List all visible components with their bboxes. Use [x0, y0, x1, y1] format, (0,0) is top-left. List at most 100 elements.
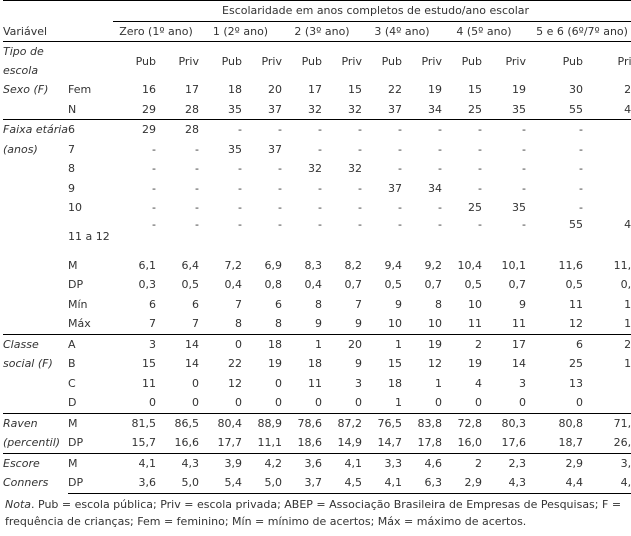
- table-cell: 16: [142, 83, 156, 97]
- table-cell: 37: [268, 102, 282, 116]
- table-cell: 14: [512, 357, 526, 371]
- table-cell: 18: [242, 333, 282, 354]
- table-cell: 18: [228, 83, 242, 97]
- school-type-cell: Priv: [505, 54, 526, 68]
- table-cell: 34: [428, 181, 442, 195]
- table-cell: 5,0: [242, 473, 282, 494]
- table-cell: 4,4: [526, 473, 583, 494]
- table-cell: 0: [583, 393, 631, 413]
- table-cell: -: [195, 217, 199, 231]
- table-cell: 35: [512, 102, 526, 116]
- table-cell: 4,6: [402, 452, 442, 473]
- table-cell: 9: [355, 317, 362, 331]
- table-cell: -: [579, 201, 583, 215]
- table-cell: 7,2: [224, 258, 243, 272]
- table-cell: 19: [512, 83, 526, 97]
- school-type-cell: Pub: [221, 54, 242, 68]
- table-cell: -: [238, 217, 242, 231]
- table-cell: -: [583, 159, 631, 179]
- row-sublabel: B: [68, 357, 76, 371]
- table-cell: 0,7: [424, 278, 443, 292]
- table-row: Classe social (F)A314018120119217623: [3, 333, 631, 413]
- table-cell: 9,4: [384, 258, 403, 272]
- table-cell: 11: [569, 297, 583, 311]
- table-cell: -: [278, 201, 282, 215]
- table-cell: -: [579, 142, 583, 156]
- school-type-cell: Priv: [421, 54, 442, 68]
- table-cell: 35: [228, 142, 242, 156]
- table-row: N 29 28 35 37 32 32 37 34 25 35 55 40: [3, 100, 631, 120]
- table-row: DP 15,7 16,6 17,7 11,1 18,6 14,9 14,7 17,8 16,0 17…: [3, 433, 631, 453]
- table-cell: 17: [624, 357, 631, 371]
- table-cell: 20: [322, 333, 362, 354]
- table-cell: 17: [185, 83, 199, 97]
- table-cell: 37: [388, 102, 402, 116]
- row-sublabel: DP: [68, 473, 113, 494]
- table-cell: 3: [355, 376, 362, 390]
- table-cell: 18,6: [297, 436, 323, 450]
- caption-top: Escolaridade em anos completos de estudo…: [113, 0, 631, 22]
- table-cell: 6: [526, 333, 583, 354]
- table-cell: -: [442, 119, 482, 140]
- table-cell: -: [322, 119, 362, 140]
- table-cell: 23: [583, 333, 631, 354]
- table-cell: 11,6: [558, 258, 584, 272]
- row-sublabel: 9: [68, 181, 75, 195]
- table-cell: 5,4: [199, 473, 242, 494]
- table-cell: -: [195, 181, 199, 195]
- school-type-cell: Pub: [135, 54, 156, 68]
- table-cell: 14,9: [337, 436, 363, 450]
- table-cell: 0,5: [384, 278, 403, 292]
- table-cell: 1: [395, 396, 402, 410]
- table-cell: 0: [315, 396, 322, 410]
- table-cell: 32: [308, 102, 322, 116]
- school-type-label: Tipo de escola: [3, 45, 44, 77]
- grade-header: 4 (5º ano): [442, 21, 526, 42]
- table-cell: -: [358, 142, 362, 156]
- school-type-cell: Priv: [617, 54, 631, 68]
- table-cell: 15: [388, 357, 402, 371]
- table-row: Sexo (F) Fem 16 17 18 20 17 15 22 19 15 19 30 20: [3, 80, 631, 100]
- table-cell: 12: [624, 317, 631, 331]
- table-cell: -: [152, 142, 156, 156]
- table-cell: -: [438, 201, 442, 215]
- table-cell: 17,8: [417, 436, 443, 450]
- table-cell: -: [522, 162, 526, 176]
- table-cell: 80,3: [482, 412, 526, 433]
- table-cell: 37: [388, 181, 402, 195]
- table-cell: 0,8: [264, 278, 283, 292]
- table-cell: -: [438, 142, 442, 156]
- table-cell: 9,2: [424, 258, 443, 272]
- table-cell: 7: [235, 297, 242, 311]
- table-cell: 4,3: [156, 452, 199, 473]
- table-cell: -: [398, 142, 402, 156]
- row-sublabel: N: [68, 102, 77, 116]
- table-cell: 19: [402, 333, 442, 354]
- table-cell: -: [195, 142, 199, 156]
- grade-header: 5 e 6 (6º/7º ano): [526, 21, 631, 42]
- row-sublabel: DP: [68, 278, 84, 292]
- table-cell: 71,9: [583, 412, 631, 433]
- table-note: Nota. Pub = escola pública; Priv = escol…: [3, 494, 628, 530]
- table-cell: 11,6: [613, 258, 631, 272]
- table-cell: 80,8: [526, 412, 583, 433]
- note-text: . Pub = escola pública; Priv = escola pr…: [5, 497, 622, 528]
- table-cell: 18: [388, 376, 402, 390]
- table-cell: -: [278, 217, 282, 231]
- table-cell: 0: [435, 396, 442, 410]
- table-cell: 28: [185, 102, 199, 116]
- table-cell: 10,1: [501, 258, 527, 272]
- table-cell: 55: [569, 102, 583, 116]
- table-cell: -: [583, 179, 631, 199]
- school-type-row: Tipo de escola Pub Priv Pub Priv Pub Priv Pub P…: [3, 42, 631, 81]
- table-cell: -: [195, 201, 199, 215]
- table-cell: 6: [275, 297, 282, 311]
- row-sublabel: Máx: [68, 317, 91, 331]
- table-cell: 4: [475, 376, 482, 390]
- table-cell: 15: [468, 83, 482, 97]
- table-cell: -: [318, 181, 322, 195]
- table-cell: 81,5: [113, 412, 156, 433]
- table-cell: 9: [519, 297, 526, 311]
